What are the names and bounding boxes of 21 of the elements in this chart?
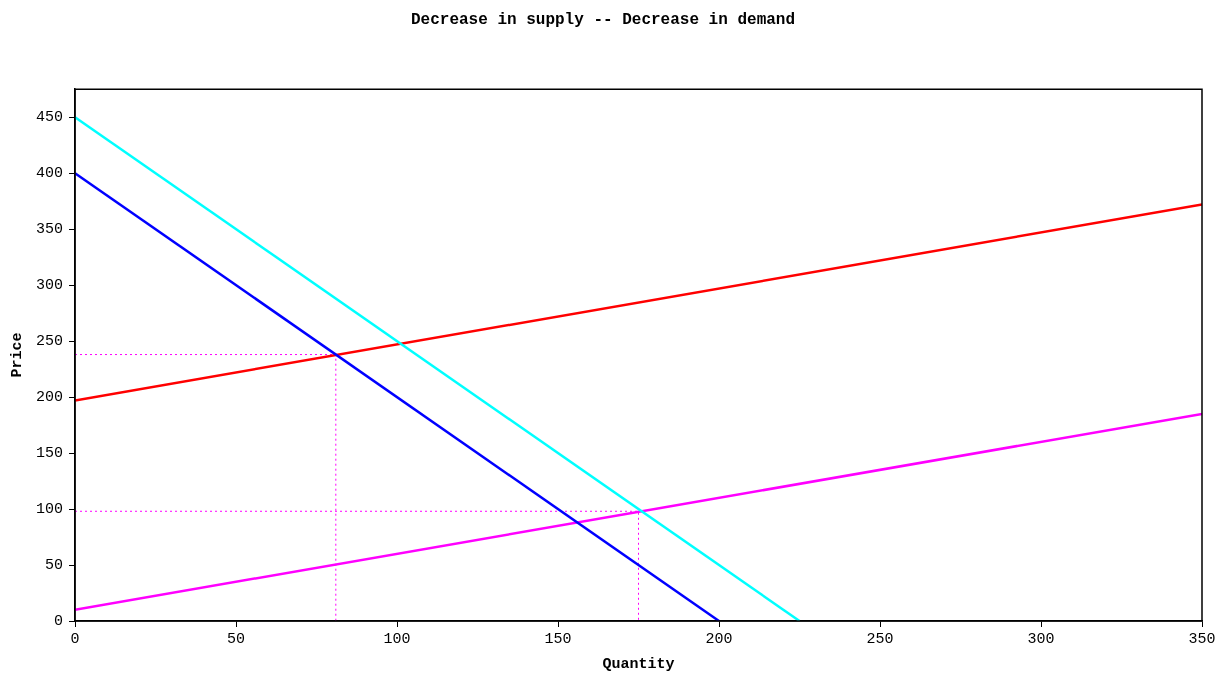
y-tick-label: 0: [53, 612, 63, 630]
y-tick-label: 250: [35, 333, 63, 351]
x-axis-title: Quantity: [602, 655, 675, 673]
y-tick-label: 200: [35, 389, 63, 407]
y-tick-label: 400: [35, 165, 63, 183]
x-tick-label: 100: [383, 630, 411, 648]
y-tick-label: 150: [35, 445, 63, 463]
y-tick-label: 100: [35, 501, 63, 519]
x-tick-label: 150: [544, 630, 572, 648]
chart-title: Decrease in supply -- Decrease in demand: [410, 10, 796, 29]
y-tick-label: 50: [44, 556, 63, 574]
x-tick-label: 0: [70, 630, 80, 648]
x-tick-label: 50: [227, 630, 246, 648]
x-tick-label: 250: [866, 630, 894, 648]
y-tick-label: 450: [35, 109, 63, 127]
y-tick-label: 300: [35, 277, 63, 295]
y-tick-label: 350: [35, 221, 63, 239]
x-tick-label: 300: [1027, 630, 1055, 648]
x-tick-label: 350: [1188, 630, 1216, 648]
y-axis-title: Price: [8, 332, 26, 378]
x-tick-label: 200: [705, 630, 733, 648]
